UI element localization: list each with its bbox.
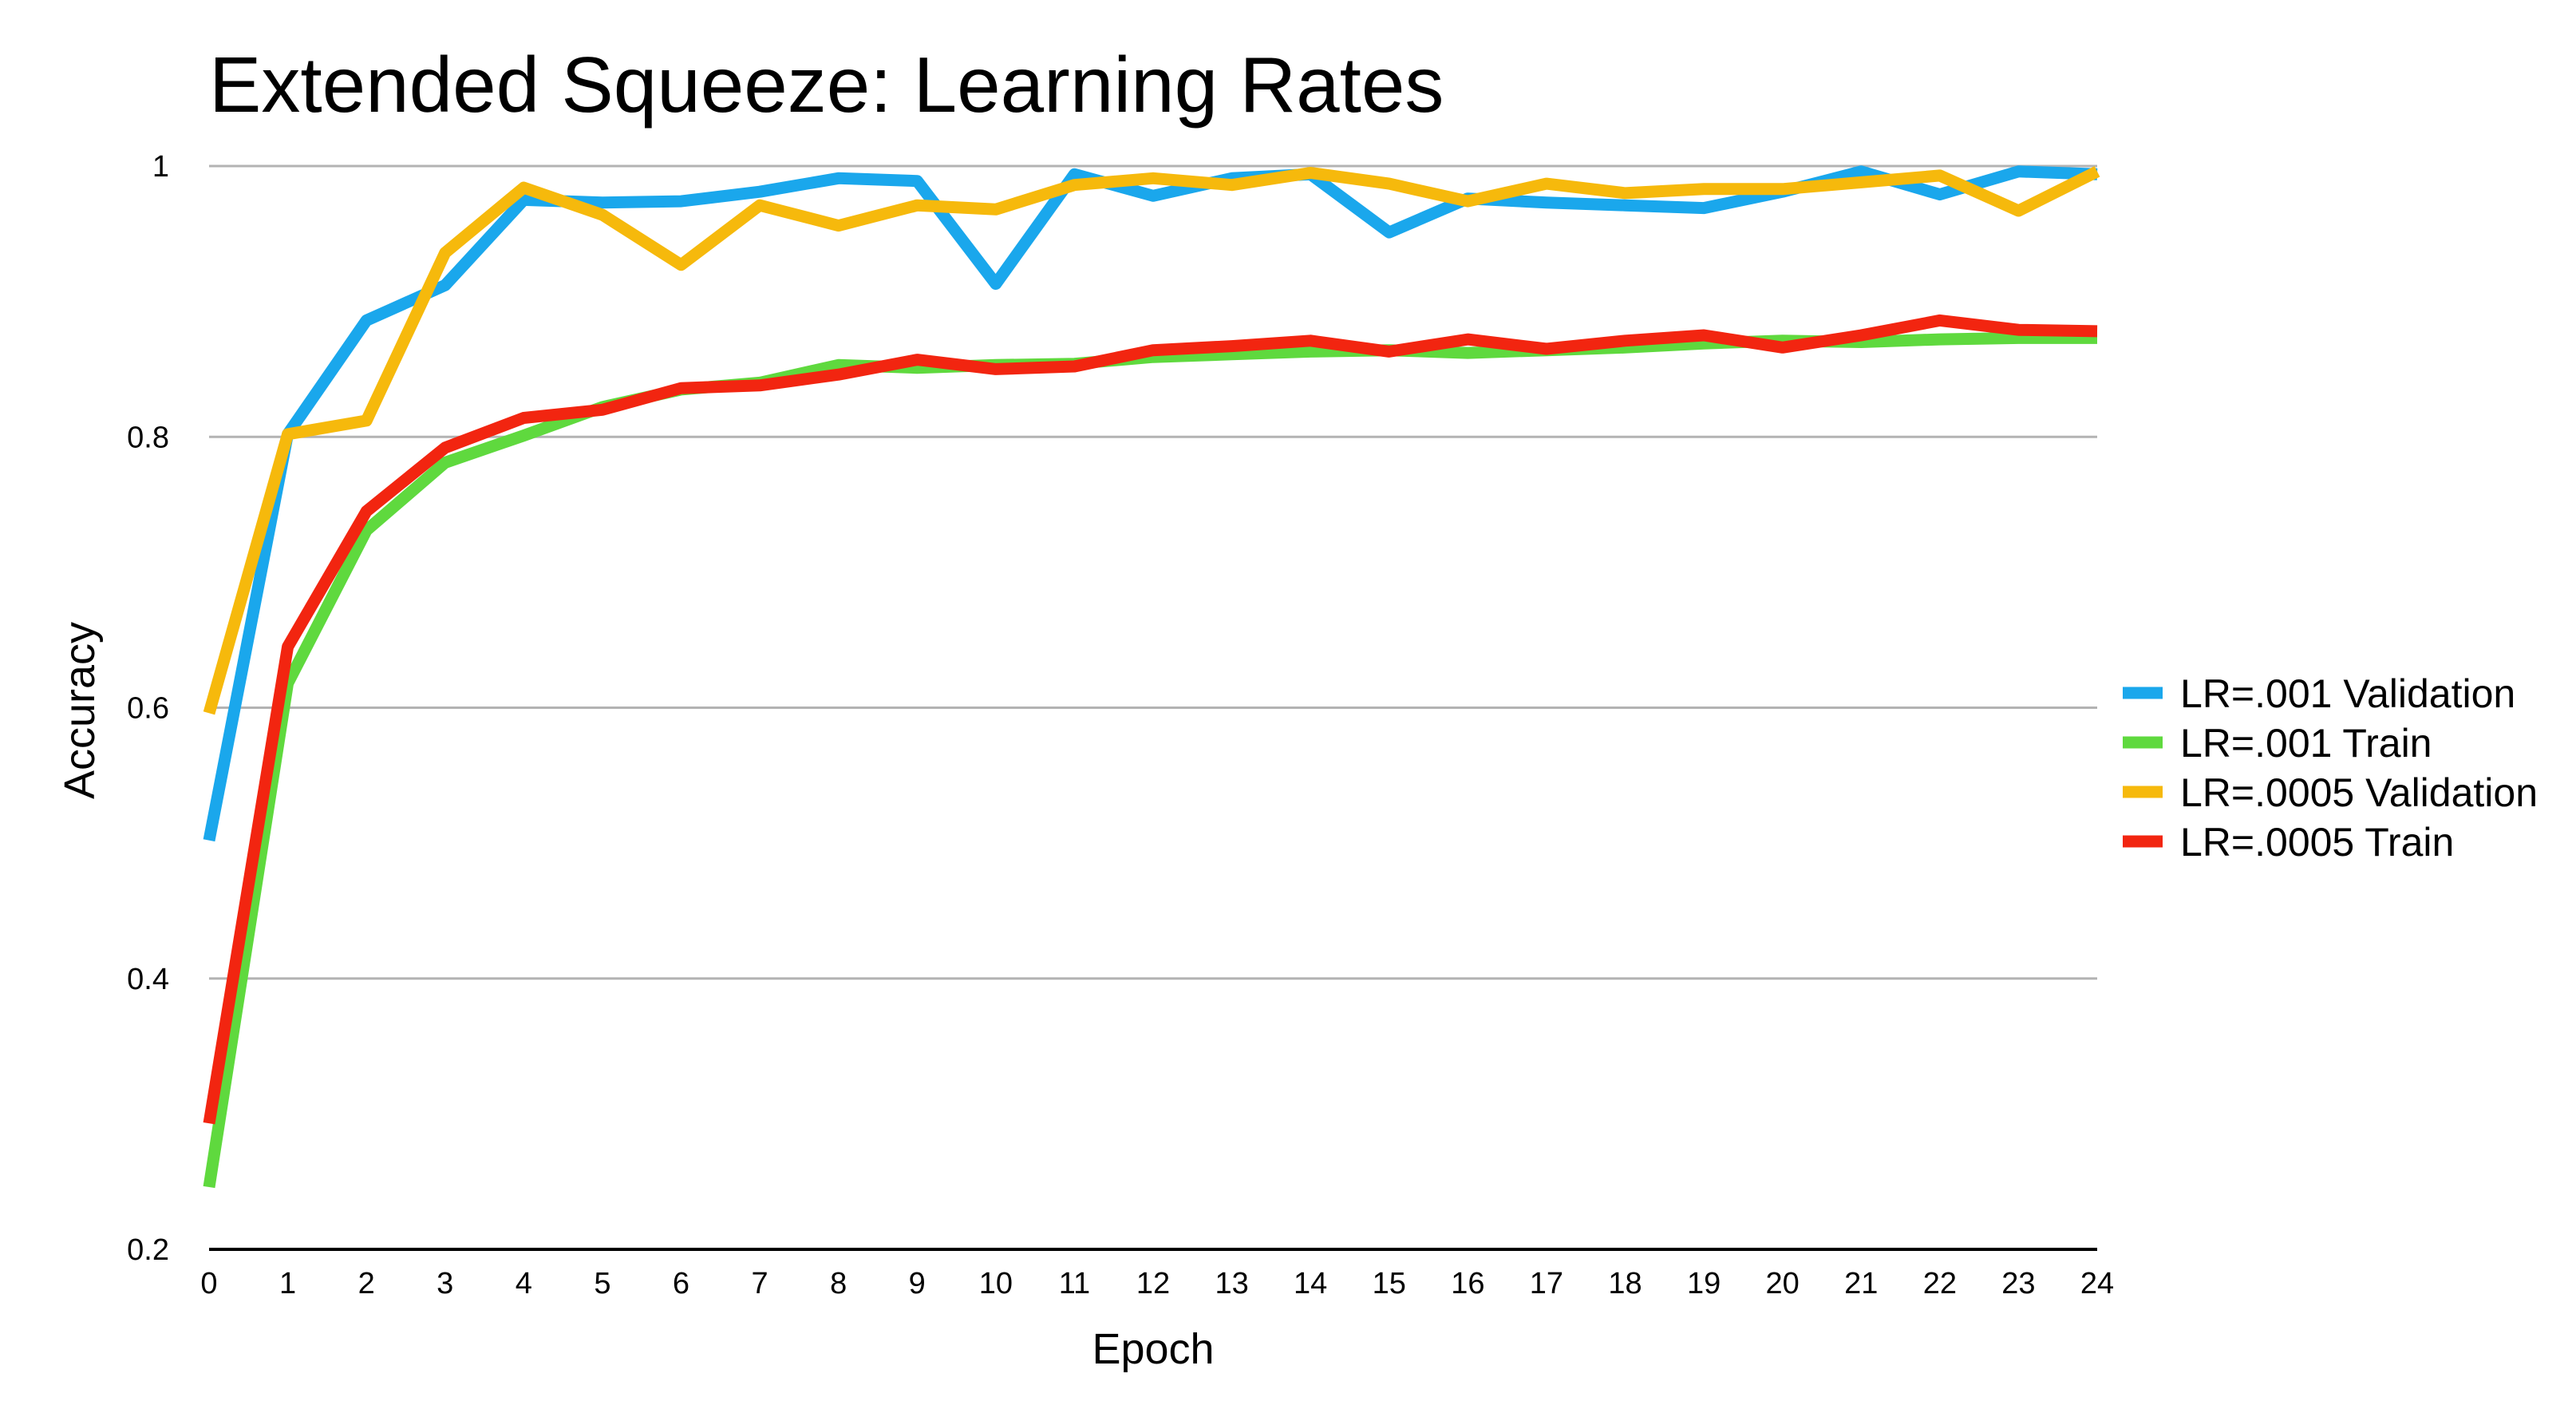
x-tick-label: 0 [200, 1267, 217, 1300]
legend-label: LR=.001 Train [2180, 721, 2432, 766]
x-tick-label: 17 [1530, 1267, 1563, 1300]
x-tick-label: 6 [673, 1267, 689, 1300]
x-tick-label: 13 [1215, 1267, 1248, 1300]
x-tick-label: 3 [437, 1267, 453, 1300]
x-tick-label: 10 [979, 1267, 1013, 1300]
y-tick-label: 1 [152, 150, 169, 184]
y-tick-label: 0.2 [127, 1233, 169, 1267]
y-tick-label: 0.8 [127, 421, 169, 454]
x-tick-label: 7 [752, 1267, 768, 1300]
x-tick-label: 1 [279, 1267, 296, 1300]
legend-label: LR=.0005 Validation [2180, 770, 2538, 815]
series-line-1 [203, 165, 2098, 842]
series-line-4 [203, 314, 2098, 1125]
x-tick-label: 4 [516, 1267, 532, 1300]
x-tick-label: 12 [1136, 1267, 1170, 1300]
x-tick-labels: 0 1 2 3 4 5 6 7 8 9 10 11 12 13 14 15 16 17 18 19 20 21 22 23 24 [200, 1267, 2114, 1300]
x-tick-label: 23 [2001, 1267, 2035, 1300]
x-axis-label: Epoch [1092, 1325, 1214, 1373]
y-tick-labels: 0.2 0.4 0.6 0.8 1 [127, 150, 169, 1267]
x-tick-label: 16 [1451, 1267, 1484, 1300]
x-tick-label: 19 [1687, 1267, 1721, 1300]
x-tick-label: 21 [1844, 1267, 1878, 1300]
legend-label: LR=.001 Validation [2180, 671, 2515, 716]
x-tick-label: 15 [1373, 1267, 1406, 1300]
x-tick-label: 2 [358, 1267, 375, 1300]
x-tick-label: 8 [830, 1267, 847, 1300]
x-tick-label: 18 [1608, 1267, 1642, 1300]
series-line-3 [203, 166, 2100, 715]
x-tick-label: 14 [1294, 1267, 1327, 1300]
x-tick-label: 5 [594, 1267, 610, 1300]
series-line-2 [203, 331, 2097, 1189]
chart-title: Extended Squeeze: Learning Rates [209, 41, 1444, 129]
x-tick-label: 22 [1923, 1267, 1957, 1300]
y-tick-label: 0.6 [127, 692, 169, 726]
y-axis-label: Accuracy [56, 622, 104, 799]
x-tick-label: 11 [1059, 1267, 1090, 1300]
legend-label: LR=.0005 Train [2180, 820, 2454, 865]
series-layer [203, 165, 2100, 1189]
y-tick-label: 0.4 [127, 963, 169, 996]
x-tick-label: 24 [2080, 1267, 2114, 1300]
grid-layer [209, 164, 2097, 1251]
x-tick-label: 20 [1766, 1267, 1800, 1300]
x-tick-label: 9 [909, 1267, 926, 1300]
